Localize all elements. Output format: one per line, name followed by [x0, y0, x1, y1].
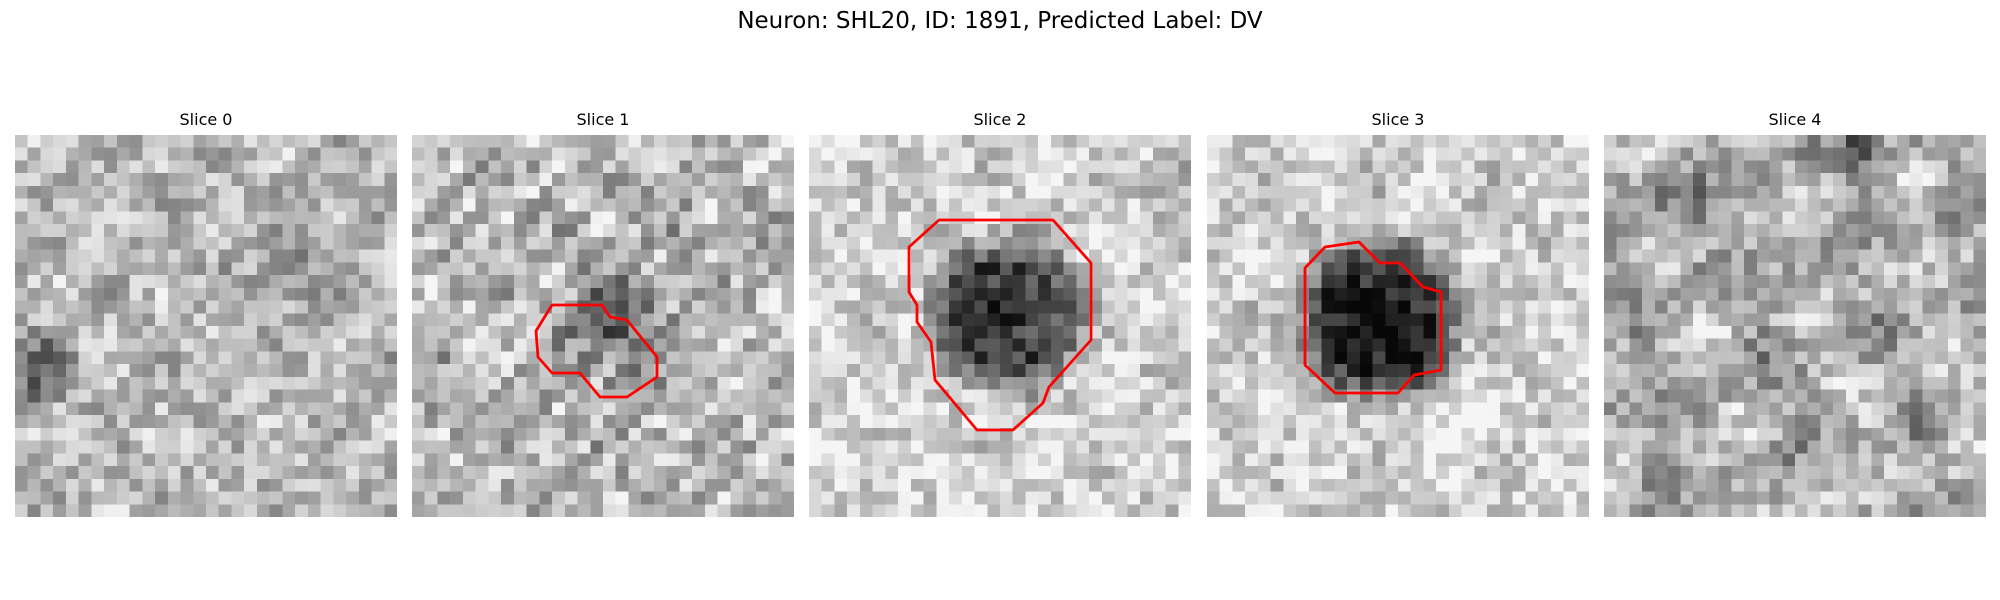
- slice-title-2: Slice 2: [973, 110, 1027, 129]
- slice-image-1: [412, 135, 794, 517]
- slice-image-3: [1207, 135, 1589, 517]
- contour-2: [907, 218, 1093, 432]
- slice-image-4: [1604, 135, 1986, 517]
- figure-title: Neuron: SHL20, ID: 1891, Predicted Label…: [737, 8, 1263, 34]
- contour-1: [534, 303, 659, 399]
- slice-title-4: Slice 4: [1768, 110, 1822, 129]
- slice-title-3: Slice 3: [1371, 110, 1425, 129]
- slice-title-0: Slice 0: [179, 110, 233, 129]
- slice-image-2: [809, 135, 1191, 517]
- contour-3: [1303, 240, 1443, 395]
- slice-image-0: [15, 135, 397, 517]
- slice-title-1: Slice 1: [576, 110, 630, 129]
